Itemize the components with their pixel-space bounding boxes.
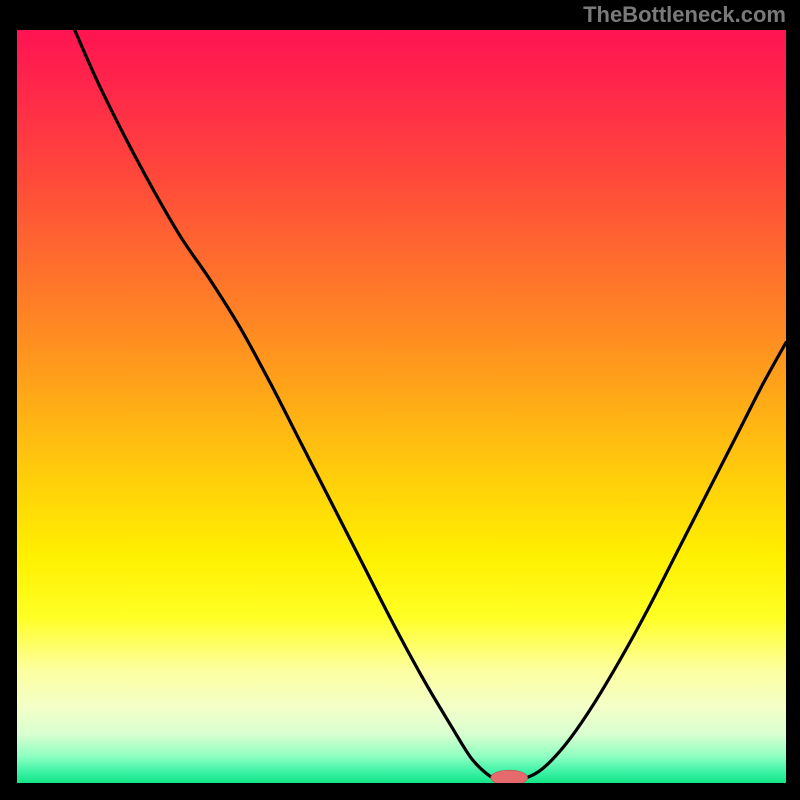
watermark-text: TheBottleneck.com	[583, 2, 786, 28]
chart-svg	[17, 30, 786, 783]
optimum-marker	[491, 770, 528, 783]
plot-area	[17, 30, 786, 783]
chart-frame: TheBottleneck.com	[0, 0, 800, 800]
gradient-background	[17, 30, 786, 783]
